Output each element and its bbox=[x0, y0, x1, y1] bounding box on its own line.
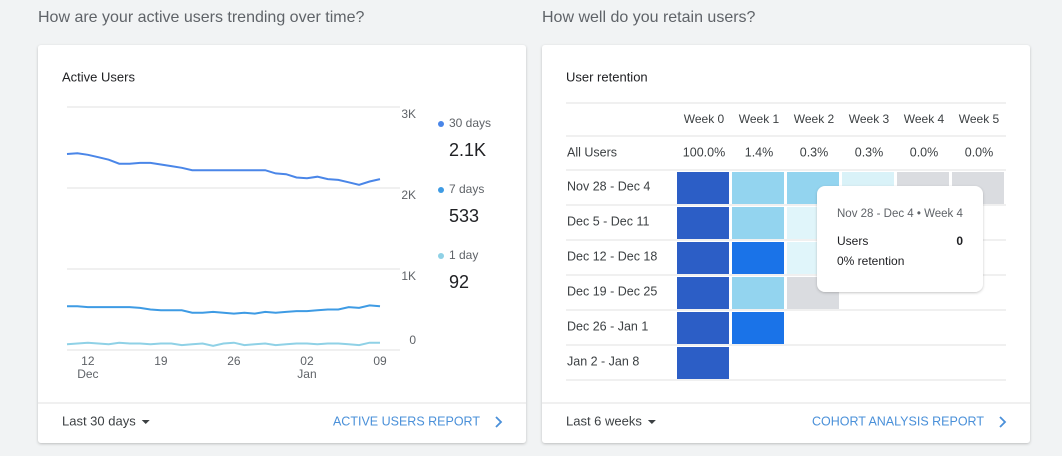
legend-dot bbox=[438, 187, 444, 193]
y-tick-label: 2K bbox=[401, 188, 416, 202]
legend-value: 533 bbox=[449, 206, 479, 226]
cohort-label: Dec 5 - Dec 11 bbox=[567, 214, 649, 228]
card bbox=[38, 45, 526, 443]
retention-cell[interactable] bbox=[677, 277, 729, 309]
column-header: Week 4 bbox=[904, 112, 945, 126]
retention-cell[interactable] bbox=[677, 347, 729, 379]
card-title: Active Users bbox=[62, 69, 135, 84]
x-tick-label: 09 bbox=[373, 354, 387, 368]
legend-label: 7 days bbox=[449, 182, 484, 196]
y-tick-label: 3K bbox=[401, 107, 416, 121]
card bbox=[542, 45, 1030, 443]
legend-dot bbox=[438, 121, 444, 127]
dropdown-arrow bbox=[141, 420, 150, 424]
retention-value: 1.4% bbox=[745, 145, 774, 159]
x-month-label: Dec bbox=[77, 367, 98, 381]
column-header: Week 5 bbox=[959, 112, 1000, 126]
row-label: All Users bbox=[567, 145, 617, 159]
retention-cell[interactable] bbox=[677, 312, 729, 344]
retention-cell[interactable] bbox=[732, 277, 784, 309]
legend-value: 2.1K bbox=[449, 140, 486, 160]
section-heading: How are your active users trending over … bbox=[38, 9, 364, 26]
retention-value: 0.3% bbox=[800, 145, 829, 159]
retention-cell[interactable] bbox=[677, 172, 729, 204]
column-header: Week 0 bbox=[684, 112, 725, 126]
x-tick-label: 12 bbox=[81, 354, 95, 368]
column-header: Week 2 bbox=[794, 112, 835, 126]
legend-label: 30 days bbox=[449, 116, 491, 130]
x-tick-label: 02 bbox=[300, 354, 314, 368]
y-tick-label: 0 bbox=[409, 333, 416, 347]
x-tick-label: 26 bbox=[227, 354, 241, 368]
section-heading: How well do you retain users? bbox=[542, 9, 756, 26]
date-range-dropdown[interactable]: Last 30 days bbox=[62, 413, 136, 428]
tooltip bbox=[817, 186, 983, 292]
cohort-label: Dec 19 - Dec 25 bbox=[567, 284, 657, 298]
x-month-label: Jan bbox=[297, 367, 316, 381]
report-link[interactable]: ACTIVE USERS REPORT bbox=[333, 414, 480, 428]
retention-value: 0.0% bbox=[910, 145, 939, 159]
series-line bbox=[66, 341, 380, 347]
retention-cell[interactable] bbox=[732, 242, 784, 274]
retention-cell[interactable] bbox=[677, 207, 729, 239]
legend-value: 92 bbox=[449, 272, 469, 292]
date-range-dropdown[interactable]: Last 6 weeks bbox=[566, 413, 642, 428]
retention-cell[interactable] bbox=[732, 172, 784, 204]
retention-cell[interactable] bbox=[732, 312, 784, 344]
dropdown-arrow bbox=[647, 420, 656, 424]
series-line bbox=[66, 152, 381, 186]
x-tick-label: 19 bbox=[154, 354, 168, 368]
retention-cell[interactable] bbox=[732, 207, 784, 239]
y-tick-label: 1K bbox=[401, 269, 416, 283]
cohort-label: Nov 28 - Dec 4 bbox=[567, 179, 650, 193]
card-title: User retention bbox=[566, 69, 648, 84]
series-line bbox=[67, 304, 381, 315]
cohort-label: Jan 2 - Jan 8 bbox=[567, 354, 639, 368]
legend-label: 1 day bbox=[449, 248, 478, 262]
chevron bbox=[495, 416, 503, 428]
cohort-label: Dec 12 - Dec 18 bbox=[567, 249, 657, 263]
report-link[interactable]: COHORT ANALYSIS REPORT bbox=[812, 414, 984, 428]
tooltip-note: 0% retention bbox=[837, 254, 904, 268]
tooltip-metric: Users bbox=[837, 234, 868, 248]
cohort-label: Dec 26 - Jan 1 bbox=[567, 319, 648, 333]
chevron bbox=[999, 416, 1007, 428]
column-header: Week 3 bbox=[849, 112, 890, 126]
retention-value: 0.0% bbox=[965, 145, 994, 159]
column-header: Week 1 bbox=[739, 112, 780, 126]
legend-dot bbox=[438, 253, 444, 259]
retention-cell[interactable] bbox=[677, 242, 729, 274]
retention-value: 100.0% bbox=[683, 145, 725, 159]
tooltip-value: 0 bbox=[956, 234, 963, 248]
retention-value: 0.3% bbox=[855, 145, 884, 159]
tooltip-title: Nov 28 - Dec 4 • Week 4 bbox=[837, 208, 963, 220]
